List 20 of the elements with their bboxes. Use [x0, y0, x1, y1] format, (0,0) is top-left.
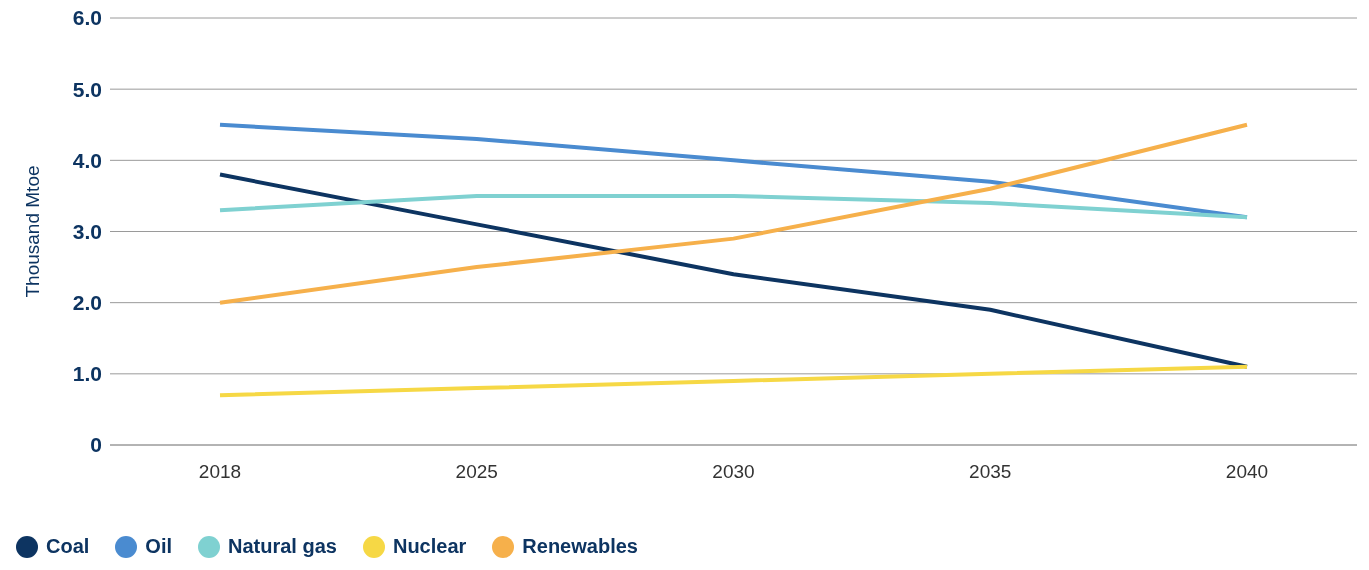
x-tick-label: 2025 — [455, 461, 498, 483]
y-axis-title: Thousand Mtoe — [21, 165, 43, 298]
line-series — [218, 122, 1249, 305]
y-tick-label: 0 — [90, 433, 102, 457]
y-tick-label: 6.0 — [72, 6, 102, 30]
y-tick-label: 4.0 — [72, 148, 102, 172]
y-tick-label: 1.0 — [72, 362, 102, 386]
x-tick-label: 2035 — [969, 461, 1012, 483]
legend-label: Coal — [46, 535, 90, 558]
x-tick-label: 2030 — [712, 461, 755, 483]
legend-label: Natural gas — [228, 535, 337, 558]
y-tick-label: 2.0 — [72, 291, 102, 315]
x-tick-label: 2040 — [1225, 461, 1269, 483]
line-series — [218, 364, 1249, 398]
x-tick-label: 2018 — [198, 461, 242, 483]
legend-label: Nuclear — [392, 535, 467, 558]
legend-label: Oil — [145, 535, 173, 558]
legend-label: Renewables — [522, 535, 638, 558]
y-tick-label: 3.0 — [72, 219, 102, 243]
y-tick-label: 5.0 — [72, 77, 102, 101]
